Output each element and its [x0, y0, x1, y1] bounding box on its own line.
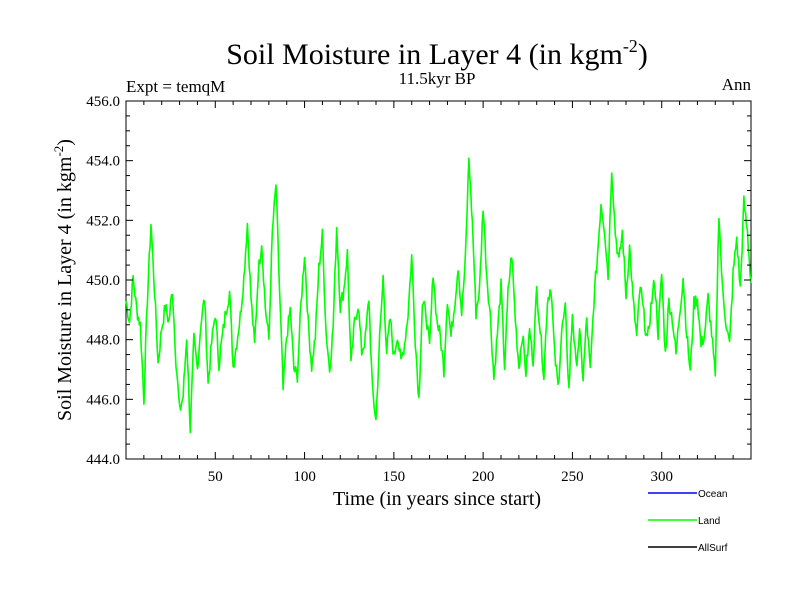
legend-label-land: Land	[698, 516, 720, 527]
plot-frame	[125, 100, 752, 460]
x-tick-label: 100	[293, 469, 316, 485]
y-tick-label: 450.0	[86, 273, 120, 289]
x-tick-label: 150	[383, 469, 406, 485]
legend-label-ocean: Ocean	[698, 489, 727, 500]
y-tick-label: 454.0	[86, 154, 120, 170]
x-tick-label: 200	[472, 469, 495, 485]
y-axis-label: Soil Moisture in Layer 4 (in kgm-2)	[51, 139, 76, 421]
series-line-land	[125, 157, 752, 434]
tick-layer: 50 100 150 200 250 300 444.0 446.0 448.0 450.0 452…	[86, 94, 751, 485]
chart-title: Soil Moisture in Layer 4 (in kgm-2)	[226, 36, 648, 71]
y-tick-label: 452.0	[86, 213, 120, 229]
y-tick-label: 456.0	[86, 94, 120, 110]
expt-label: Expt = temqM	[126, 77, 225, 96]
period-label: 11.5kyr BP	[399, 69, 476, 88]
y-tick-label: 446.0	[86, 392, 120, 408]
y-tick-label: 444.0	[86, 452, 120, 468]
y-tick-label: 448.0	[86, 333, 120, 349]
x-tick-label: 300	[650, 469, 673, 485]
series-layer	[125, 157, 752, 434]
legend-label-allsurf: AllSurf	[698, 543, 728, 554]
season-label: Ann	[722, 75, 752, 94]
x-axis-label: Time (in years since start)	[333, 488, 541, 510]
x-tick-label: 250	[561, 469, 584, 485]
legend: Ocean Land AllSurf	[648, 489, 728, 554]
x-tick-label: 50	[208, 469, 223, 485]
